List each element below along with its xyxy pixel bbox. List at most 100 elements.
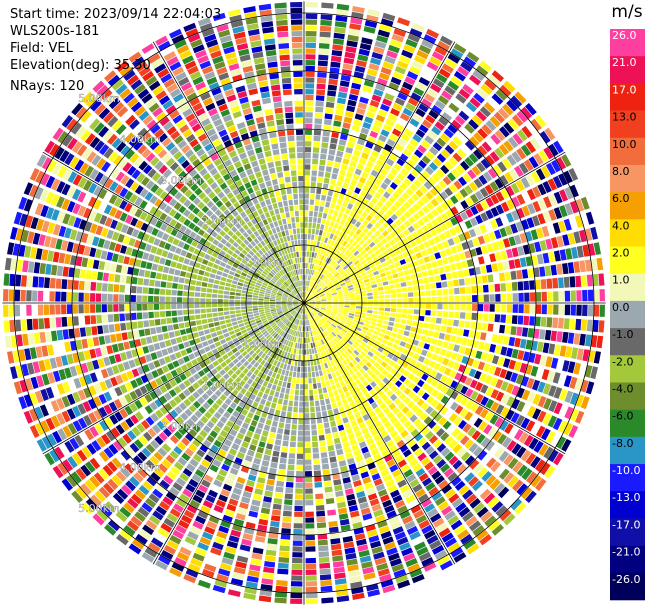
velocity-gate	[246, 449, 255, 457]
velocity-gate	[222, 483, 233, 492]
velocity-gate	[312, 318, 316, 324]
velocity-gate	[378, 217, 386, 225]
velocity-gate	[469, 217, 478, 227]
velocity-gate	[457, 529, 470, 540]
velocity-gate	[273, 379, 279, 385]
velocity-gate	[130, 515, 143, 527]
velocity-gate	[361, 357, 368, 364]
velocity-gate	[254, 396, 261, 403]
velocity-gate	[335, 490, 344, 497]
velocity-gate	[240, 357, 247, 364]
velocity-gate	[243, 344, 250, 350]
velocity-gate	[253, 361, 260, 368]
velocity-gate	[279, 457, 287, 464]
velocity-gate	[313, 458, 320, 465]
velocity-gate	[320, 306, 327, 309]
velocity-gate	[236, 451, 245, 460]
velocity-gate	[498, 144, 510, 156]
velocity-gate	[367, 589, 381, 597]
velocity-gate	[427, 466, 438, 476]
velocity-gate	[344, 300, 350, 303]
velocity-gate	[313, 240, 317, 247]
velocity-gate	[224, 439, 233, 447]
velocity-gate	[501, 393, 510, 405]
velocity-gate	[305, 274, 307, 280]
velocity-gate	[308, 296, 314, 300]
velocity-gate	[49, 304, 55, 315]
velocity-gate	[284, 499, 293, 506]
velocity-gate	[258, 300, 264, 303]
velocity-gate	[393, 397, 402, 406]
velocity-gate	[333, 358, 339, 365]
velocity-gate	[464, 321, 471, 329]
velocity-gate	[412, 260, 419, 267]
velocity-gate	[356, 390, 364, 398]
velocity-gate	[275, 304, 281, 306]
velocity-gate	[512, 304, 518, 313]
velocity-gate	[379, 295, 385, 299]
velocity-gate	[125, 417, 135, 428]
velocity-gate	[352, 173, 360, 181]
velocity-gate	[317, 247, 322, 254]
velocity-gate	[418, 44, 432, 55]
velocity-gate	[435, 282, 442, 289]
velocity-gate	[454, 303, 460, 311]
velocity-gate	[575, 394, 585, 408]
velocity-gate	[386, 547, 398, 556]
velocity-gate	[369, 241, 376, 248]
velocity-gate	[421, 225, 429, 233]
velocity-gate	[511, 196, 521, 208]
velocity-gate	[550, 237, 559, 249]
velocity-gate	[286, 470, 295, 477]
velocity-gate	[124, 405, 134, 416]
velocity-gate	[311, 270, 315, 276]
velocity-gate	[582, 349, 590, 362]
velocity-gate	[320, 261, 325, 267]
velocity-gate	[309, 199, 315, 205]
velocity-gate	[332, 304, 339, 307]
velocity-gate	[464, 439, 474, 450]
velocity-gate	[395, 218, 403, 226]
velocity-gate	[416, 370, 424, 378]
velocity-gate	[150, 245, 158, 254]
velocity-gate	[302, 308, 304, 314]
velocity-gate	[210, 547, 222, 556]
velocity-gate	[264, 555, 276, 562]
velocity-gate	[269, 358, 275, 365]
velocity-gate	[242, 490, 252, 499]
velocity-gate	[378, 154, 387, 162]
velocity-gate	[413, 291, 420, 297]
velocity-gate	[382, 123, 393, 132]
velocity-gate	[285, 340, 290, 346]
velocity-gate	[379, 354, 386, 361]
velocity-gate	[488, 365, 497, 375]
velocity-gate	[429, 276, 435, 283]
velocity-gate	[309, 205, 314, 211]
velocity-gate	[233, 518, 245, 527]
velocity-gate	[172, 503, 184, 513]
velocity-gate	[548, 343, 556, 355]
velocity-gate	[305, 586, 318, 593]
velocity-gate	[93, 409, 103, 421]
velocity-gate	[373, 299, 379, 303]
velocity-gate	[507, 475, 519, 488]
velocity-gate	[316, 341, 321, 347]
velocity-gate	[305, 598, 318, 604]
velocity-gate	[334, 283, 340, 287]
velocity-gate	[573, 231, 581, 244]
velocity-gate	[8, 304, 15, 317]
velocity-gate	[246, 363, 253, 370]
velocity-gate	[103, 356, 111, 367]
velocity-gate	[151, 370, 159, 379]
velocity-gate	[316, 522, 327, 529]
velocity-gate	[41, 373, 50, 386]
velocity-gate	[516, 483, 528, 496]
velocity-gate	[375, 458, 385, 467]
velocity-gate	[423, 322, 430, 329]
velocity-gate	[335, 217, 341, 224]
velocity-gate	[412, 246, 420, 253]
velocity-gate	[336, 589, 349, 597]
velocity-gate	[279, 545, 290, 552]
velocity-gate	[383, 266, 390, 272]
velocity-gate	[402, 348, 410, 355]
